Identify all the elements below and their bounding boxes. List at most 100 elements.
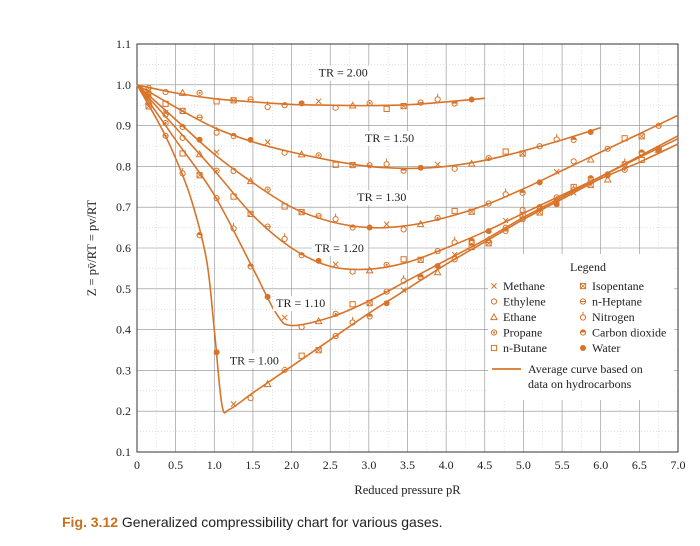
x-tick-label: 2.5 (323, 458, 338, 472)
data-marker-circle-open (247, 395, 254, 402)
data-marker-square (383, 105, 390, 113)
data-marker-x (502, 217, 509, 224)
data-marker-square (162, 100, 169, 107)
data-marker-triangle (586, 155, 595, 163)
data-marker-triangle (246, 176, 255, 185)
y-axis-label: Z = pv̄/RT = pv/RT (85, 199, 99, 296)
data-marker-x (383, 221, 390, 228)
y-tick-label: 0.9 (116, 119, 131, 133)
legend-title: Legend (570, 260, 606, 274)
data-marker-circle-tick (502, 188, 509, 198)
data-marker-circle-open (638, 149, 645, 156)
data-marker-square (570, 183, 577, 191)
data-marker-square (281, 203, 288, 210)
data-marker-circle-dot (383, 261, 390, 268)
y-tick-label: 0.3 (116, 363, 131, 377)
data-marker-triangle (178, 88, 187, 96)
data-marker-circle-half (587, 175, 594, 182)
data-marker-x (621, 160, 628, 167)
data-marker-circle-tick (230, 222, 237, 232)
data-marker-circle-bar (264, 223, 271, 230)
data-marker-circle-dot (213, 167, 220, 174)
data-marker-circle-bar (536, 143, 543, 150)
series-curve (136, 84, 679, 327)
data-marker-x (400, 287, 407, 293)
y-tick-label: 0.5 (116, 282, 131, 296)
data-marker-dot (366, 224, 373, 231)
legend-label: n-Heptane (592, 295, 642, 309)
data-marker-dot (315, 257, 322, 264)
data-marker-circle-tick (383, 158, 390, 168)
plot-frame (136, 43, 679, 453)
data-marker-square (230, 193, 237, 200)
data-marker-dot (196, 136, 203, 143)
data-marker-circle-open (230, 167, 237, 174)
data-marker-dot (580, 345, 586, 351)
data-marker-circle-dot (621, 166, 628, 173)
data-marker-x (213, 149, 220, 156)
data-marker-square (502, 148, 509, 155)
x-axis-label: Reduced pressure pR (354, 483, 461, 497)
y-tick-label: 0.4 (116, 323, 131, 337)
data-marker-triangle (365, 266, 374, 274)
data-marker-x (230, 401, 237, 407)
y-tick-label: 0.6 (116, 241, 131, 255)
data-marker-circle-bar (332, 332, 339, 340)
data-marker-dot (587, 129, 594, 136)
data-marker-circle-dot (490, 329, 498, 336)
data-marker-triangle (484, 235, 493, 244)
data-marker-circle-bar (655, 122, 662, 129)
data-marker-circle-dot (332, 310, 339, 317)
curve-label-bg (361, 130, 419, 146)
data-marker-triangle (433, 268, 442, 276)
legend-background (488, 254, 674, 400)
data-marker-square-x (519, 150, 526, 157)
x-tick-label: 0.5 (168, 458, 183, 472)
data-marker-dot (383, 300, 390, 307)
data-marker-triangle (314, 316, 323, 325)
y-tick-label: 0.8 (116, 159, 131, 173)
axis-ticks: 0 0.5 1.0 1.5 2.0 2.5 3.0 3.5 4.0 4.5 5.0 5.5 6.0 6.5… (116, 37, 686, 472)
data-marker-circle-open (468, 240, 475, 247)
data-marker-square-x (400, 102, 407, 110)
data-marker-circle-half (349, 224, 356, 231)
data-marker-square (519, 212, 526, 219)
curve-label-bg (315, 65, 373, 81)
data-marker-circle-half (451, 100, 458, 107)
data-marker-triangle (603, 175, 612, 183)
data-marker-circle-bar (162, 132, 169, 139)
data-marker-square-x (298, 209, 305, 216)
data-marker-square-x (230, 97, 237, 104)
data-marker-circle-open (587, 178, 594, 185)
data-marker-circle-tick (349, 316, 356, 326)
data-marker-dot (213, 349, 220, 356)
data-marker-x (553, 168, 560, 175)
data-marker-circle-half (468, 237, 475, 245)
data-marker-dot (434, 262, 441, 269)
data-marker-circle-tick (434, 93, 441, 103)
data-marker-square (332, 161, 339, 168)
data-marker-circle-tick (621, 158, 628, 168)
data-marker-dot (264, 293, 271, 300)
legend-label: Nitrogen (592, 310, 635, 324)
data-marker-circle-open (519, 206, 526, 214)
data-marker-triangle (348, 101, 357, 109)
data-marker-x (332, 261, 339, 268)
data-marker-circle-tick (579, 311, 587, 321)
figure-caption: Fig. 3.12 Generalized compressibility ch… (62, 514, 443, 530)
curve-label: TR = 1.50 (365, 131, 414, 145)
data-marker-square-x (196, 172, 203, 179)
data-marker-circle-half (579, 329, 587, 336)
curve-label: TR = 1.30 (357, 190, 406, 204)
data-marker-circle-half (196, 232, 203, 239)
data-marker-circle-open (490, 298, 498, 305)
series-curve (136, 84, 679, 229)
curve-label: TR = 1.10 (276, 296, 325, 310)
data-marker-circle-dot (604, 145, 611, 152)
data-marker-square-x (366, 299, 373, 307)
x-tick-label: 1.0 (207, 458, 222, 472)
data-marker-triangle (490, 312, 498, 321)
data-marker-circle-tick (451, 236, 458, 246)
x-tick-label: 2.0 (284, 458, 299, 472)
